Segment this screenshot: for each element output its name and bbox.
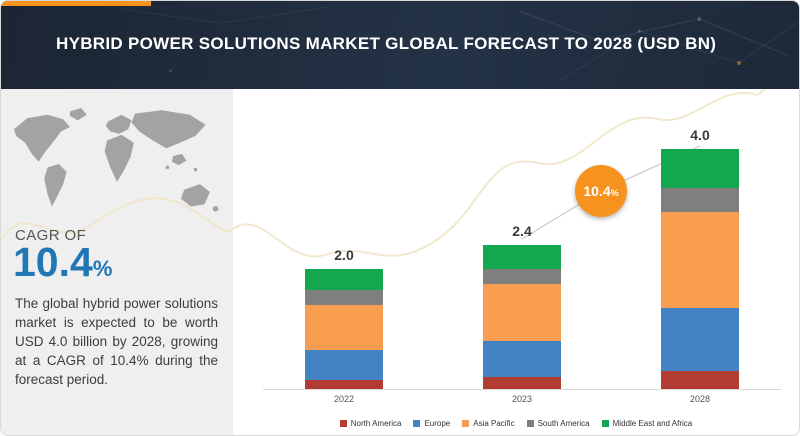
cagr-number: 10.4: [13, 239, 93, 285]
x-axis-label-2028: 2028: [689, 394, 711, 404]
bar-segment-south-america: [305, 290, 383, 305]
bar-segment-middle-east-and-africa: [483, 245, 561, 269]
legend-label-asia-pacific: Asia Pacific: [473, 419, 515, 428]
legend-item-europe: Europe: [413, 419, 450, 428]
bar-segment-north-america: [305, 380, 383, 389]
bar-total-label-2028: 4.0: [690, 127, 710, 143]
bar-segment-europe: [305, 350, 383, 380]
legend-label-south-america: South America: [537, 419, 590, 428]
x-axis-line: [263, 389, 781, 390]
top-accent-bar: [1, 1, 151, 6]
bar-segment-south-america: [661, 188, 739, 212]
legend-item-asia-pacific: Asia Pacific: [462, 419, 515, 428]
legend-label-middle-east-and-africa: Middle East and Africa: [612, 419, 693, 428]
cagr-percent-sign: %: [92, 256, 113, 281]
chart-legend: North America Europe Asia Pacific South Ame…: [233, 419, 799, 428]
bar-2028: [661, 149, 739, 389]
cagr-badge: 10.4%: [575, 165, 627, 217]
legend-label-europe: Europe: [424, 419, 451, 428]
cagr-label: CAGR OF: [15, 227, 87, 244]
sidebar: CAGR OF 10.4% The global hybrid power so…: [1, 89, 233, 435]
bar-segment-asia-pacific: [483, 284, 561, 341]
bar-2022: [305, 269, 383, 389]
header-network-decoration: [120, 6, 799, 82]
chart-area: 2.0 2.4 4.0 North America Europe Asia Pacifi…: [233, 89, 799, 435]
decorative-curve-chart: [233, 89, 767, 258]
legend-swatch-europe: [413, 420, 421, 427]
legend-item-south-america: South America: [526, 419, 590, 428]
badge-value: 10.4: [583, 183, 611, 199]
bar-segment-asia-pacific: [305, 305, 383, 350]
header: HYBRID POWER SOLUTIONS MARKET GLOBAL FOR…: [1, 1, 799, 89]
bar-segment-middle-east-and-africa: [661, 149, 739, 188]
bar-segment-asia-pacific: [661, 212, 739, 308]
legend-swatch-south-america: [526, 420, 534, 427]
decorative-curve-left: [1, 197, 233, 240]
bar-segment-north-america: [483, 377, 561, 389]
cagr-value: 10.4%: [13, 239, 113, 285]
bar-segment-north-america: [661, 371, 739, 389]
bar-segment-europe: [661, 308, 739, 371]
page-title: HYBRID POWER SOLUTIONS MARKET GLOBAL FOR…: [56, 34, 717, 53]
bar-segment-europe: [483, 341, 561, 377]
legend-item-north-america: North America: [339, 419, 402, 428]
legend-swatch-middle-east-and-africa: [601, 420, 609, 427]
legend-swatch-north-america: [339, 420, 347, 427]
legend-item-middle-east-and-africa: Middle East and Africa: [601, 419, 693, 428]
legend-label-north-america: North America: [350, 419, 402, 428]
world-map-graphic: [13, 108, 219, 212]
legend-swatch-asia-pacific: [462, 420, 470, 427]
bar-plot: 2.0 2.4 4.0: [233, 89, 799, 389]
bar-2023: [483, 245, 561, 389]
bar-segment-middle-east-and-africa: [305, 269, 383, 290]
bar-segment-south-america: [483, 269, 561, 284]
badge-percent-sign: %: [610, 187, 619, 198]
bar-total-label-2022: 2.0: [334, 247, 354, 263]
x-axis-label-2023: 2023: [511, 394, 533, 404]
x-axis-label-2022: 2022: [333, 394, 355, 404]
bar-total-label-2023: 2.4: [512, 223, 532, 239]
market-description: The global hybrid power solutions market…: [15, 296, 218, 387]
